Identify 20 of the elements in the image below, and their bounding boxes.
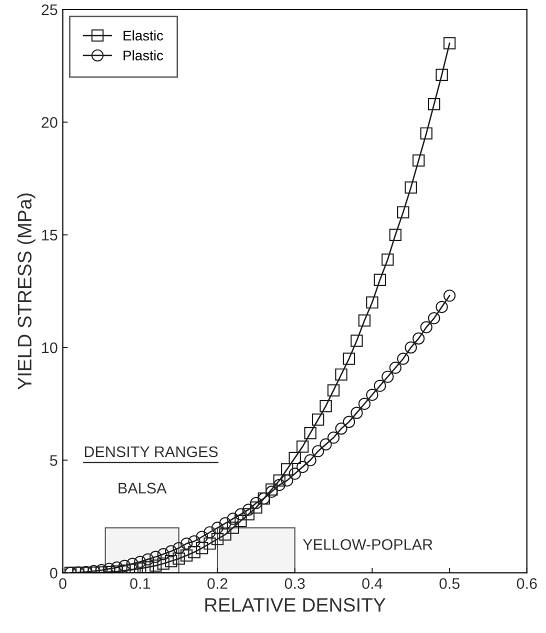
x-tick-label: 0.1 bbox=[130, 578, 150, 589]
x-tick-label: 0 bbox=[59, 578, 66, 589]
band-label: YELLOW-POPLAR bbox=[302, 539, 432, 550]
annotation: DENSITY RANGES bbox=[84, 446, 218, 458]
legend-label: Plastic bbox=[124, 50, 164, 60]
y-tick-label: 25 bbox=[42, 4, 58, 16]
band-label: BALSA bbox=[118, 482, 167, 494]
y-tick-label: 10 bbox=[42, 342, 58, 354]
x-tick-label: 0.2 bbox=[207, 578, 228, 589]
x-tick-label: 0.6 bbox=[516, 578, 537, 589]
y-tick-label: 15 bbox=[42, 230, 58, 241]
y-tick-label: 0 bbox=[50, 568, 58, 579]
legend-label: Elastic bbox=[124, 30, 164, 41]
y-axis-title: YIELD STRESS (MPa) bbox=[17, 194, 36, 390]
y-tick-label: 20 bbox=[42, 117, 58, 128]
x-tick-label: 0.4 bbox=[362, 578, 382, 589]
x-tick-label: 0.5 bbox=[440, 578, 460, 589]
x-axis-title: RELATIVE DENSITY bbox=[205, 598, 386, 612]
y-tick-label: 5 bbox=[50, 455, 58, 466]
x-tick-label: 0.3 bbox=[284, 578, 305, 589]
